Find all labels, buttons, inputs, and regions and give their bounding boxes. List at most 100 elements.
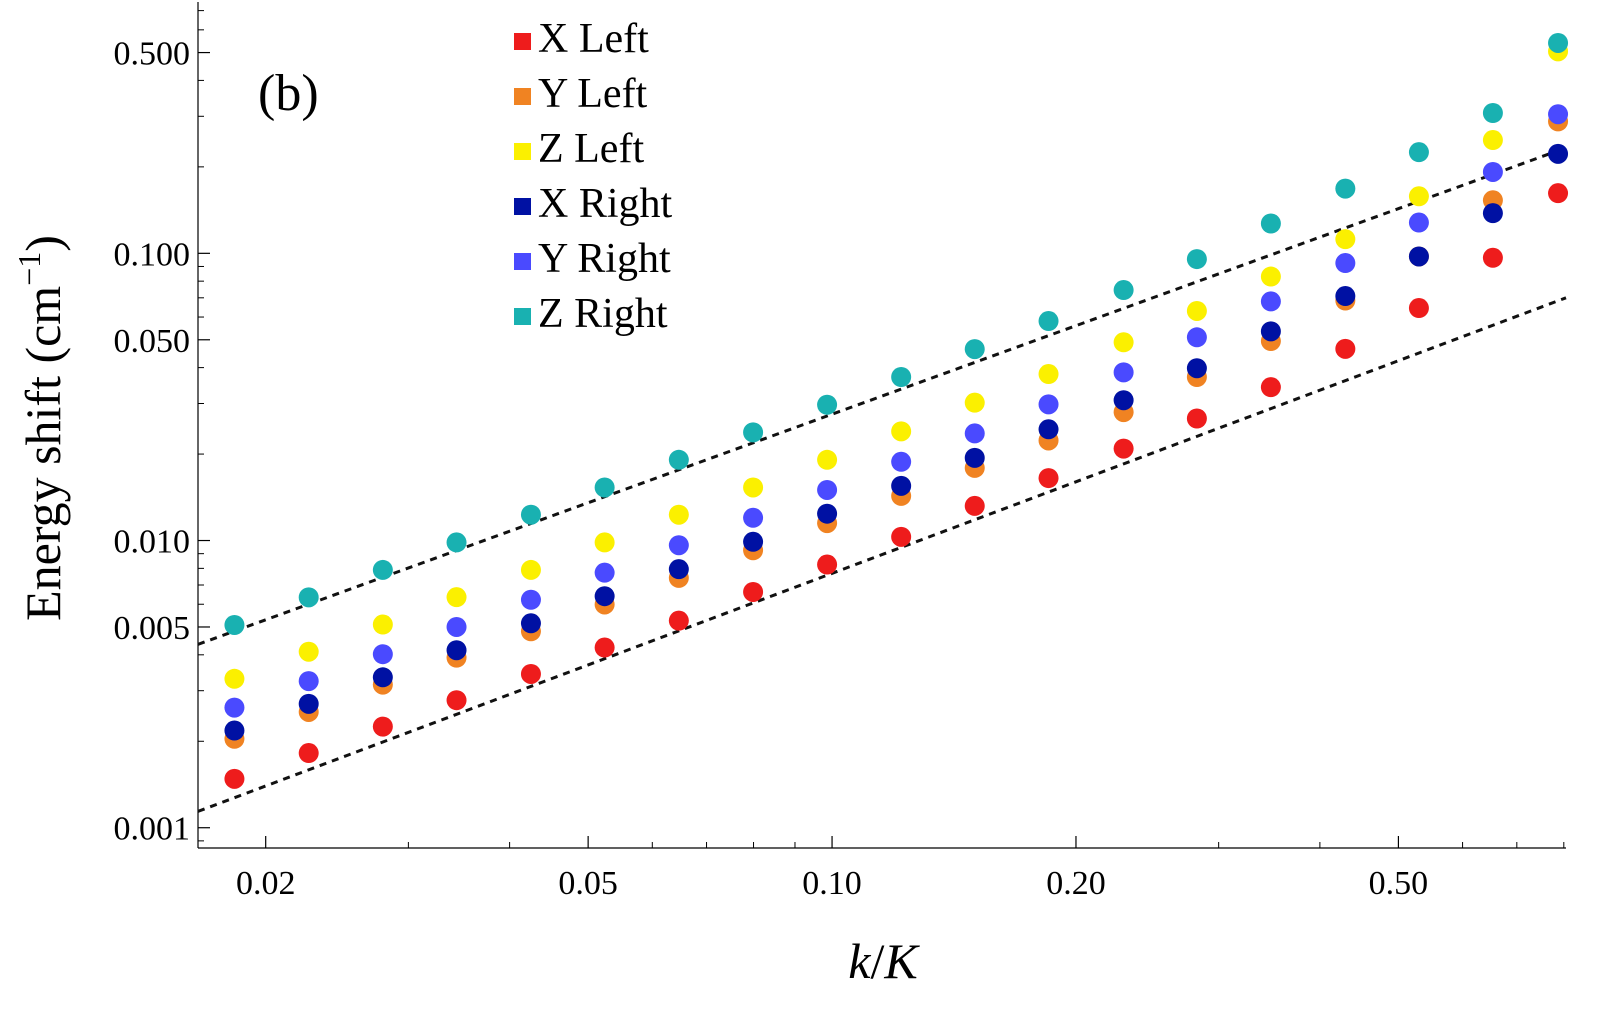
point-z-right: [1482, 103, 1503, 124]
point-x-left: [224, 768, 245, 789]
legend: X Left Y Left Z Left X Right Y Right Z Right: [514, 16, 673, 337]
point-y-right: [964, 423, 985, 444]
point-x-right: [1038, 419, 1059, 440]
point-y-right: [298, 671, 319, 692]
point-z-right: [891, 366, 912, 387]
point-y-right: [1548, 104, 1569, 125]
point-z-right: [1335, 178, 1356, 199]
point-y-right: [372, 644, 393, 665]
point-z-right: [1408, 142, 1429, 163]
point-y-right: [1335, 253, 1356, 274]
point-z-left: [964, 392, 985, 413]
point-z-right: [372, 559, 393, 580]
x-axis-title-k: k: [848, 933, 871, 989]
point-y-right: [594, 562, 615, 583]
legend-label-x-right: X Right: [538, 181, 673, 227]
x-axis-title: k/K: [848, 933, 920, 989]
point-z-left: [224, 668, 245, 689]
point-x-right: [1482, 203, 1503, 224]
point-z-left: [817, 449, 838, 470]
legend-label-y-right: Y Right: [538, 236, 671, 282]
point-x-left: [1548, 183, 1569, 204]
point-x-left: [446, 690, 467, 711]
point-x-right: [1113, 390, 1134, 411]
point-z-right: [1113, 280, 1134, 301]
reference-lines-layer: [197, 146, 1567, 813]
point-z-left: [1408, 186, 1429, 207]
point-z-right: [964, 339, 985, 360]
y-axis-title: Energy shift (cm−1): [11, 235, 71, 621]
point-z-right: [594, 477, 615, 498]
point-z-left: [1113, 332, 1134, 353]
panel-label: (b): [258, 65, 319, 122]
point-z-left: [298, 641, 319, 662]
point-z-right: [1186, 249, 1207, 270]
point-y-right: [1113, 362, 1134, 383]
point-x-left: [1038, 468, 1059, 489]
point-x-left: [668, 610, 689, 631]
x-tick-label: 0.20: [1046, 865, 1106, 902]
point-z-left: [1038, 364, 1059, 385]
point-y-right: [1186, 327, 1207, 348]
point-y-right: [891, 451, 912, 472]
point-y-right: [743, 507, 764, 528]
data-points-layer: [224, 32, 1569, 789]
point-z-left: [743, 477, 764, 498]
point-z-right: [743, 422, 764, 443]
y-tick-label: 0.001: [114, 811, 191, 848]
point-z-left: [1186, 300, 1207, 321]
point-z-left: [446, 587, 467, 608]
point-x-left: [372, 716, 393, 737]
x-tick-label: 0.05: [558, 865, 618, 902]
point-z-left: [372, 614, 393, 635]
point-z-left: [891, 421, 912, 442]
y-axis-title-sup: −1: [11, 252, 47, 286]
y-tick-label: 0.050: [114, 323, 191, 360]
x-tick-label: 0.02: [236, 865, 296, 902]
point-x-right: [372, 667, 393, 688]
legend-label-y-left: Y Left: [538, 71, 648, 117]
legend-swatch-x-right: [514, 198, 531, 215]
point-x-left: [1482, 247, 1503, 268]
point-y-right: [446, 616, 467, 637]
x-axis-title-slash: /: [870, 933, 884, 989]
y-tick-label: 0.500: [114, 36, 191, 73]
point-y-right: [668, 535, 689, 556]
upper-fit-line: [197, 146, 1567, 646]
point-y-right: [1482, 161, 1503, 182]
point-y-right: [224, 697, 245, 718]
legend-swatch-y-right: [514, 253, 531, 270]
x-axis-title-K: K: [883, 933, 920, 989]
point-z-right: [446, 532, 467, 553]
point-x-right: [520, 613, 541, 634]
legend-label-z-left: Z Left: [538, 126, 644, 172]
point-z-left: [668, 504, 689, 525]
point-x-right: [298, 693, 319, 714]
point-z-left: [1260, 266, 1281, 287]
point-x-left: [1335, 338, 1356, 359]
point-z-left: [594, 532, 615, 553]
point-z-right: [817, 394, 838, 415]
point-z-right: [1548, 32, 1569, 53]
lower-fit-line: [197, 296, 1567, 813]
point-z-left: [1335, 229, 1356, 250]
point-y-right: [817, 479, 838, 500]
point-z-right: [1038, 311, 1059, 332]
y-axis-title-close: ): [15, 235, 71, 252]
point-z-right: [1260, 213, 1281, 234]
point-x-right: [446, 640, 467, 661]
point-x-right: [891, 475, 912, 496]
y-tick-label: 0.005: [114, 610, 191, 647]
legend-swatch-x-left: [514, 33, 531, 50]
point-y-right: [520, 589, 541, 610]
point-x-left: [817, 554, 838, 575]
point-x-right: [668, 559, 689, 580]
axes-layer: 0.02 0.05 0.10 0.20 0.50 0.001 0.005 0.010 0.050…: [114, 2, 1566, 902]
x-tick-label: 0.50: [1369, 865, 1429, 902]
point-x-right: [224, 720, 245, 741]
legend-label-z-right: Z Right: [538, 291, 668, 337]
point-y-right: [1260, 291, 1281, 312]
point-x-left: [743, 581, 764, 602]
